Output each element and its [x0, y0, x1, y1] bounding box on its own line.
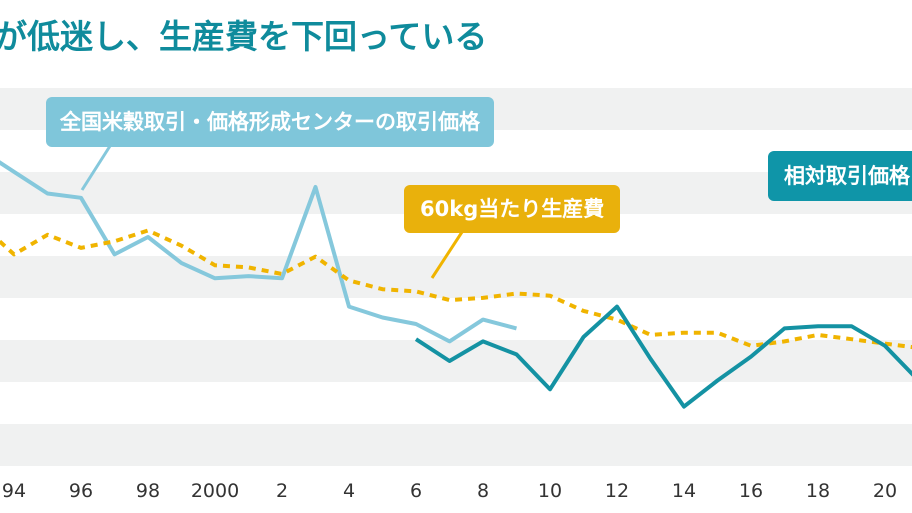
series-line-3: [414, 304, 912, 409]
x-tick-label: 98: [135, 480, 161, 502]
x-tick-label: 14: [671, 480, 697, 502]
background-band: [0, 424, 912, 466]
background-bands: [0, 88, 912, 466]
series-lines: [0, 145, 912, 409]
x-tick-label: 10: [537, 480, 563, 502]
x-tick-label: 8: [476, 480, 490, 502]
x-tick-label: 2000: [190, 480, 240, 502]
series-line-1: [0, 160, 518, 344]
dark-series-callout: 相対取引価格: [768, 151, 912, 201]
background-band: [0, 256, 912, 298]
series-line-2: [0, 228, 912, 350]
light-series-pointer: [80, 145, 112, 191]
x-tick-label: 16: [738, 480, 764, 502]
x-tick-label: 12: [604, 480, 630, 502]
x-tick-label: 6: [409, 480, 423, 502]
x-tick-label: 20: [872, 480, 898, 502]
x-tick-label: 96: [68, 480, 94, 502]
x-tick-label: 4: [342, 480, 356, 502]
chart-title: が低迷し、生産費を下回っている: [0, 17, 488, 56]
cost-series-pointer: [430, 231, 464, 279]
light-series-callout: 全国米穀取引・価格形成センターの取引価格: [46, 97, 494, 147]
background-band: [0, 340, 912, 382]
cost-series-callout: 60kg当たり生産費: [404, 185, 621, 233]
x-tick-label: 2: [275, 480, 289, 502]
x-tick-label: 94: [1, 480, 27, 502]
x-tick-label: 18: [805, 480, 831, 502]
